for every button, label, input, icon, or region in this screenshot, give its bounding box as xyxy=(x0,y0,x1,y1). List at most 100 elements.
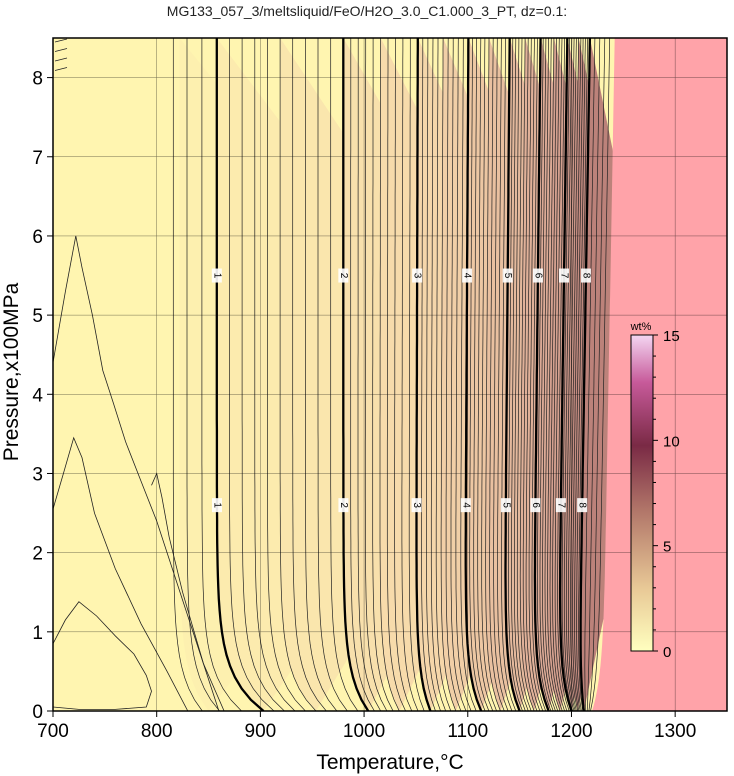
contour-label-bg xyxy=(412,268,423,283)
minor-contour xyxy=(572,38,582,711)
minor-contour xyxy=(501,38,517,711)
contour-label-bg xyxy=(559,268,570,283)
minor-contour xyxy=(394,38,413,711)
minor-contour xyxy=(584,38,596,711)
minor-contour xyxy=(445,38,462,711)
x-tick-label: 1100 xyxy=(447,721,488,742)
minor-contour xyxy=(563,38,575,711)
major-contour-6 xyxy=(533,38,550,711)
contour-label-4: 4 xyxy=(460,502,471,508)
minor-contour xyxy=(554,38,568,711)
minor-contour xyxy=(254,38,296,711)
y-tick-label: 5 xyxy=(32,306,43,327)
minor-contour xyxy=(426,38,441,711)
minor-contour xyxy=(455,38,472,711)
contour-label-bg xyxy=(211,268,222,283)
low-T-contour xyxy=(54,67,68,71)
minor-contour xyxy=(516,38,532,711)
y-axis-label: Pressure,x100MPa xyxy=(0,282,23,461)
x-axis-label: Temperature,°C xyxy=(316,751,463,774)
x-tick-label: 1300 xyxy=(654,721,696,742)
y-tick-label: 4 xyxy=(32,385,43,406)
major-contour-1 xyxy=(215,38,265,711)
major-contour-5 xyxy=(504,38,521,711)
contour-label-5: 5 xyxy=(502,273,513,279)
minor-contour xyxy=(477,38,494,711)
minor-contour xyxy=(537,38,552,711)
minor-contour xyxy=(435,38,452,711)
contour-label-7: 7 xyxy=(555,502,566,508)
contour-label-bg xyxy=(530,498,541,513)
y-tick-label: 1 xyxy=(32,623,43,644)
major-contour-2 xyxy=(342,38,370,711)
y-tick-label: 7 xyxy=(32,148,43,169)
minor-contour xyxy=(489,38,505,711)
minor-contour xyxy=(514,38,529,711)
minor-contour xyxy=(379,38,400,711)
minor-contour xyxy=(485,38,501,711)
minor-contour xyxy=(561,38,574,711)
minor-contour xyxy=(481,38,497,711)
minor-contour xyxy=(330,38,359,711)
colorbar-tick-label: 15 xyxy=(663,328,680,345)
major-contour-8 xyxy=(579,38,592,711)
minor-contour xyxy=(493,38,509,711)
minor-contour xyxy=(525,38,541,711)
x-tick-label: 900 xyxy=(245,721,277,742)
contour-label-bg xyxy=(580,268,591,283)
minor-contour xyxy=(547,38,561,711)
contour-label-5: 5 xyxy=(500,502,511,508)
contour-label-bg xyxy=(532,268,543,283)
contour-label-bg xyxy=(211,498,222,513)
above-liquidus-field xyxy=(592,38,727,711)
chart-title: MG133_057_3/meltsliquid/FeO/H2O_3.0_C1.0… xyxy=(167,3,567,19)
y-tick-label: 2 xyxy=(32,544,43,565)
contour-label-1: 1 xyxy=(211,273,222,279)
minor-contour xyxy=(574,38,584,711)
contour-label-bg xyxy=(460,498,471,513)
minor-contour xyxy=(565,38,576,711)
colorbar: wt% 0 5 10 15 xyxy=(630,321,680,661)
minor-contour xyxy=(430,38,447,711)
minor-contour xyxy=(586,38,601,711)
minor-contour xyxy=(469,38,486,711)
colorbar-tick-label: 10 xyxy=(663,433,680,450)
contour-label-1: 1 xyxy=(211,502,222,508)
colorbar-tick-label: 5 xyxy=(663,539,671,556)
contour-label-bg xyxy=(338,268,349,283)
x-tick-label: 1000 xyxy=(343,721,385,742)
minor-contour xyxy=(544,38,559,711)
contour-label-bg xyxy=(555,498,566,513)
y-tick-label: 6 xyxy=(32,227,43,248)
low-T-contour xyxy=(54,57,68,62)
minor-contour xyxy=(440,38,457,711)
minor-contour xyxy=(201,38,242,711)
minor-contour xyxy=(279,38,317,711)
contour-label-2: 2 xyxy=(338,502,349,508)
contour-label-bg xyxy=(502,268,513,283)
contour-label-bg xyxy=(462,268,473,283)
minor-contour xyxy=(528,38,544,711)
contour-label-8: 8 xyxy=(580,273,591,279)
minor-contour xyxy=(511,38,526,711)
x-tick-label: 700 xyxy=(37,721,69,742)
minor-contour xyxy=(588,38,606,711)
minor-contour xyxy=(473,38,490,711)
minor-contour xyxy=(497,38,513,711)
contour-label-7: 7 xyxy=(559,273,570,279)
y-tick-label: 3 xyxy=(32,464,43,485)
minor-contour xyxy=(386,38,406,711)
contour-label-3: 3 xyxy=(412,273,423,279)
minor-contour xyxy=(522,38,538,711)
minor-contour xyxy=(450,38,467,711)
major-contour-7 xyxy=(558,38,573,711)
minor-contour xyxy=(539,38,554,711)
contour-label-4: 4 xyxy=(462,273,473,279)
minor-contour xyxy=(531,38,547,711)
minor-contour xyxy=(364,38,388,711)
contour-label-bg xyxy=(500,498,511,513)
contour-label-bg xyxy=(577,498,588,513)
contour-label-8: 8 xyxy=(577,502,588,508)
colorbar-gradient xyxy=(630,334,654,652)
